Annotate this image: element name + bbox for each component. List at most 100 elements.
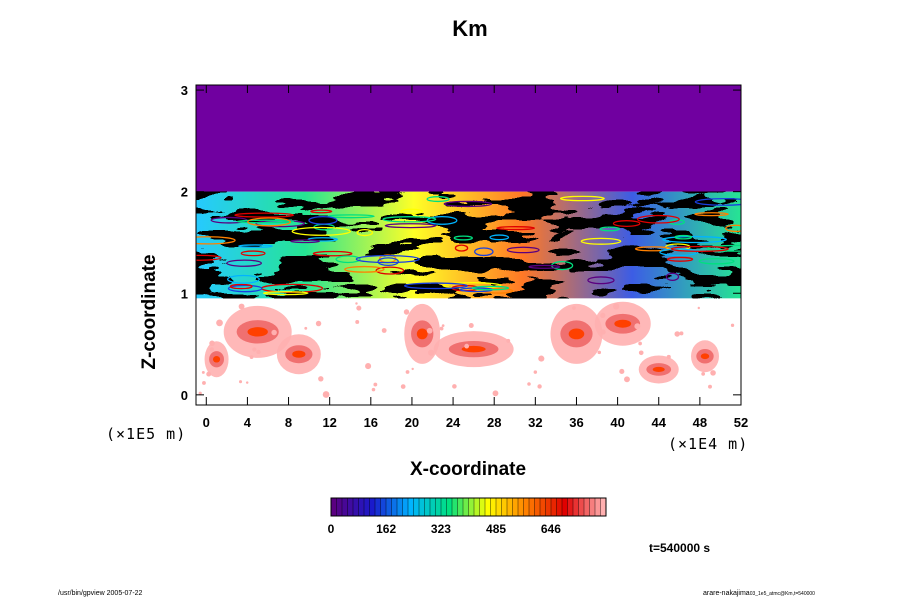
- plume-speck: [315, 320, 322, 327]
- colorbar-cell: [484, 497, 492, 517]
- x-tick-label: 32: [528, 415, 542, 430]
- colorbar-frame: [330, 497, 607, 517]
- plume-speck: [710, 370, 716, 376]
- plume-speck: [371, 387, 376, 392]
- turbulence-streak: [384, 223, 437, 229]
- plume-speck: [318, 376, 324, 382]
- plume-speck: [322, 391, 330, 398]
- plume-speck: [201, 370, 205, 374]
- colorbar-cell: [341, 497, 349, 517]
- turbulence-streak: [587, 276, 615, 285]
- time-label: t=540000 s: [649, 541, 711, 555]
- turbulence-streak: [662, 235, 727, 244]
- turbulence-streak: [247, 217, 291, 227]
- x-tick-label: 36: [569, 415, 583, 430]
- colorbar-cell: [352, 497, 360, 517]
- colorbar-cell: [429, 497, 437, 517]
- heatmap-field: [196, 85, 741, 405]
- turbulence-streak: [229, 283, 253, 290]
- plume-speck: [708, 384, 712, 389]
- turbulence-streak: [262, 291, 309, 296]
- x-axis-label: X-coordinate: [409, 459, 527, 480]
- colorbar-cell: [600, 497, 607, 517]
- turbulence-streak: [312, 250, 353, 257]
- turbulence-streak: [377, 257, 399, 267]
- plume-speck: [527, 382, 531, 386]
- y-axis-label: Z-coordinate: [139, 254, 160, 370]
- colorbar-cell: [572, 497, 580, 517]
- turbulence-streak: [196, 236, 236, 245]
- plume-speck: [613, 303, 620, 310]
- colorbar-cell: [594, 497, 602, 517]
- turbulence-streak: [238, 244, 273, 249]
- plot-frame: [195, 84, 742, 406]
- plume-speck: [245, 381, 249, 384]
- plume-speck: [624, 376, 630, 383]
- y-tick-label: 0: [181, 388, 188, 403]
- colorbar-cell: [374, 497, 382, 517]
- turbulence-streak: [344, 265, 385, 273]
- colorbar-cell: [363, 497, 371, 517]
- turbulence-streak: [694, 197, 741, 206]
- turbulence-streak: [506, 246, 540, 254]
- turbulence-streak: [612, 220, 641, 227]
- convective-plume: [638, 355, 679, 384]
- turbulence-streak: [356, 228, 374, 237]
- turbulence-streak: [226, 259, 263, 267]
- plume-speck: [638, 350, 644, 356]
- y-tick-label: 3: [181, 83, 188, 98]
- plume-speck: [271, 329, 277, 336]
- colorbar-cell: [424, 497, 431, 517]
- turbulence-streak: [335, 255, 361, 264]
- convective-plume: [691, 340, 720, 373]
- turbulence-streak: [307, 237, 339, 242]
- plume-speck: [209, 347, 214, 352]
- colorbar-cell: [490, 497, 497, 517]
- colorbar-cell: [512, 497, 519, 517]
- colorbar-cell: [534, 497, 541, 517]
- colorbar-cell: [402, 497, 409, 517]
- colorbar-cell: [578, 497, 585, 517]
- colorbar-cell: [473, 497, 481, 517]
- turbulence-streak: [454, 244, 469, 252]
- colorbar-cell: [561, 497, 569, 517]
- plume-speck: [537, 384, 542, 389]
- x-axis: 0 4 8 12 16 20 24 28 32 36 40 44 48 52: [203, 85, 748, 430]
- colorbar-cell: [413, 497, 420, 517]
- turbulence-streak: [528, 264, 561, 269]
- turbulence-streak: [489, 234, 510, 241]
- upper-layer: [196, 85, 741, 192]
- turbulence-streak: [310, 209, 333, 214]
- turbulence-streak: [471, 285, 510, 291]
- plume-speck: [365, 363, 372, 370]
- colorbar-cell: [380, 497, 387, 517]
- x-axis-unit: (×1E4 m): [668, 435, 749, 453]
- turbulence-streak: [234, 212, 295, 218]
- turbulence-streak: [599, 226, 620, 232]
- turbulence-streak: [636, 214, 680, 224]
- turbulence-streak: [426, 196, 450, 203]
- colorbar-cell: [539, 497, 547, 517]
- turbulence-streak: [355, 254, 420, 264]
- turbulence-streak: [694, 212, 729, 217]
- colorbar-tick-label: 0: [328, 522, 335, 536]
- colorbar-cell: [495, 497, 503, 517]
- turbulence-streak: [674, 234, 693, 240]
- turbulence-streak: [670, 245, 729, 253]
- colorbar-cell: [462, 497, 470, 517]
- plume-speck: [597, 350, 602, 355]
- turbulence-streak: [474, 247, 494, 257]
- x-tick-label: 16: [364, 415, 378, 430]
- colorbar-cell: [550, 497, 558, 517]
- colorbar-cell: [369, 497, 376, 517]
- colorbar-cell: [347, 497, 354, 517]
- plume-speck: [249, 355, 254, 360]
- plume-speck: [439, 326, 444, 331]
- colorbar-cell: [523, 497, 530, 517]
- plume-speck: [634, 323, 641, 330]
- turbulence-streak: [580, 237, 622, 245]
- colorbar-cell: [336, 497, 343, 517]
- convective-plume: [223, 305, 292, 358]
- colorbar-cell: [407, 497, 415, 517]
- y-axis: 0 1 2 3: [181, 83, 741, 403]
